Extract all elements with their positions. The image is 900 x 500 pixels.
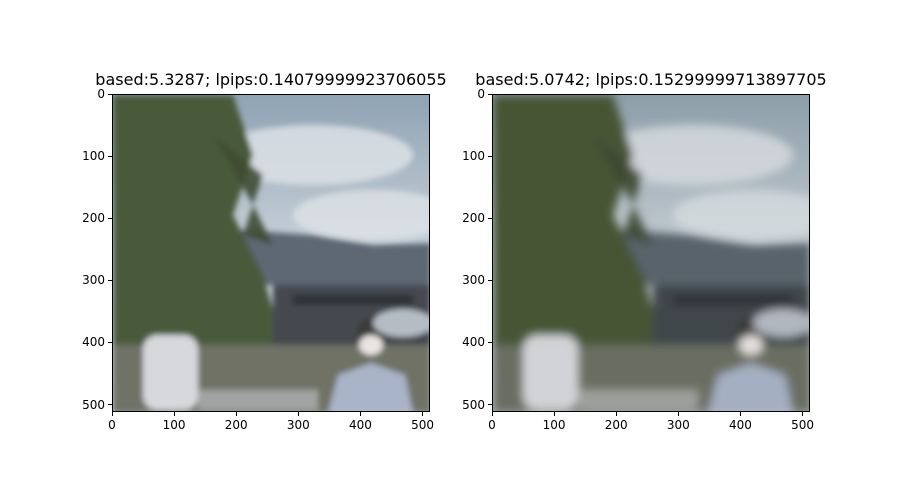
ytick-label: 300 xyxy=(462,273,485,288)
xtick-mark xyxy=(739,412,741,416)
ytick-label: 100 xyxy=(82,149,105,164)
xtick-mark xyxy=(235,412,237,416)
ytick-mark xyxy=(488,279,492,281)
ytick-label: 500 xyxy=(82,397,105,412)
ytick-label: 200 xyxy=(82,211,105,226)
xtick-label: 200 xyxy=(604,418,628,432)
ytick-label: 400 xyxy=(82,335,105,350)
scene-right xyxy=(493,95,809,411)
image-right xyxy=(492,94,810,412)
ytick-mark xyxy=(108,217,112,219)
xtick-mark xyxy=(677,412,679,416)
ytick-mark xyxy=(108,404,112,406)
ytick-mark xyxy=(488,155,492,157)
scene-left xyxy=(113,95,429,411)
ytick-mark xyxy=(488,93,492,95)
xtick-label: 400 xyxy=(348,418,372,432)
xtick-mark xyxy=(297,412,299,416)
xtick-mark xyxy=(491,412,493,416)
ytick-mark xyxy=(488,341,492,343)
xtick-label: 300 xyxy=(666,418,690,432)
xtick-label: 0 xyxy=(108,418,116,432)
ytick-mark xyxy=(108,93,112,95)
xtick-mark xyxy=(615,412,617,416)
xtick-mark xyxy=(553,412,555,416)
ytick-mark xyxy=(108,341,112,343)
xtick-label: 300 xyxy=(286,418,310,432)
xtick-mark xyxy=(173,412,175,416)
ytick-label: 0 xyxy=(97,87,105,101)
ytick-mark xyxy=(108,155,112,157)
ytick-label: 300 xyxy=(82,273,105,288)
ytick-label: 400 xyxy=(462,335,485,350)
xtick-label: 100 xyxy=(162,418,186,432)
ytick-label: 200 xyxy=(462,211,485,226)
ytick-label: 0 xyxy=(477,87,485,101)
ytick-mark xyxy=(488,404,492,406)
xtick-label: 400 xyxy=(728,418,752,432)
xtick-label: 500 xyxy=(411,418,434,432)
panel-title-left: based:5.3287; lpips:0.14079999923706055 xyxy=(95,70,447,89)
xtick-label: 200 xyxy=(224,418,248,432)
ytick-mark xyxy=(108,279,112,281)
xtick-label: 500 xyxy=(791,418,814,432)
xtick-label: 0 xyxy=(488,418,496,432)
image-left xyxy=(112,94,430,412)
ytick-label: 500 xyxy=(462,397,485,412)
panel-title-right: based:5.0742; lpips:0.15299999713897705 xyxy=(475,70,827,89)
xtick-mark xyxy=(802,412,804,416)
ytick-label: 100 xyxy=(462,149,485,164)
xtick-mark xyxy=(422,412,424,416)
xtick-mark xyxy=(359,412,361,416)
xtick-label: 100 xyxy=(542,418,566,432)
xtick-mark xyxy=(111,412,113,416)
ytick-mark xyxy=(488,217,492,219)
